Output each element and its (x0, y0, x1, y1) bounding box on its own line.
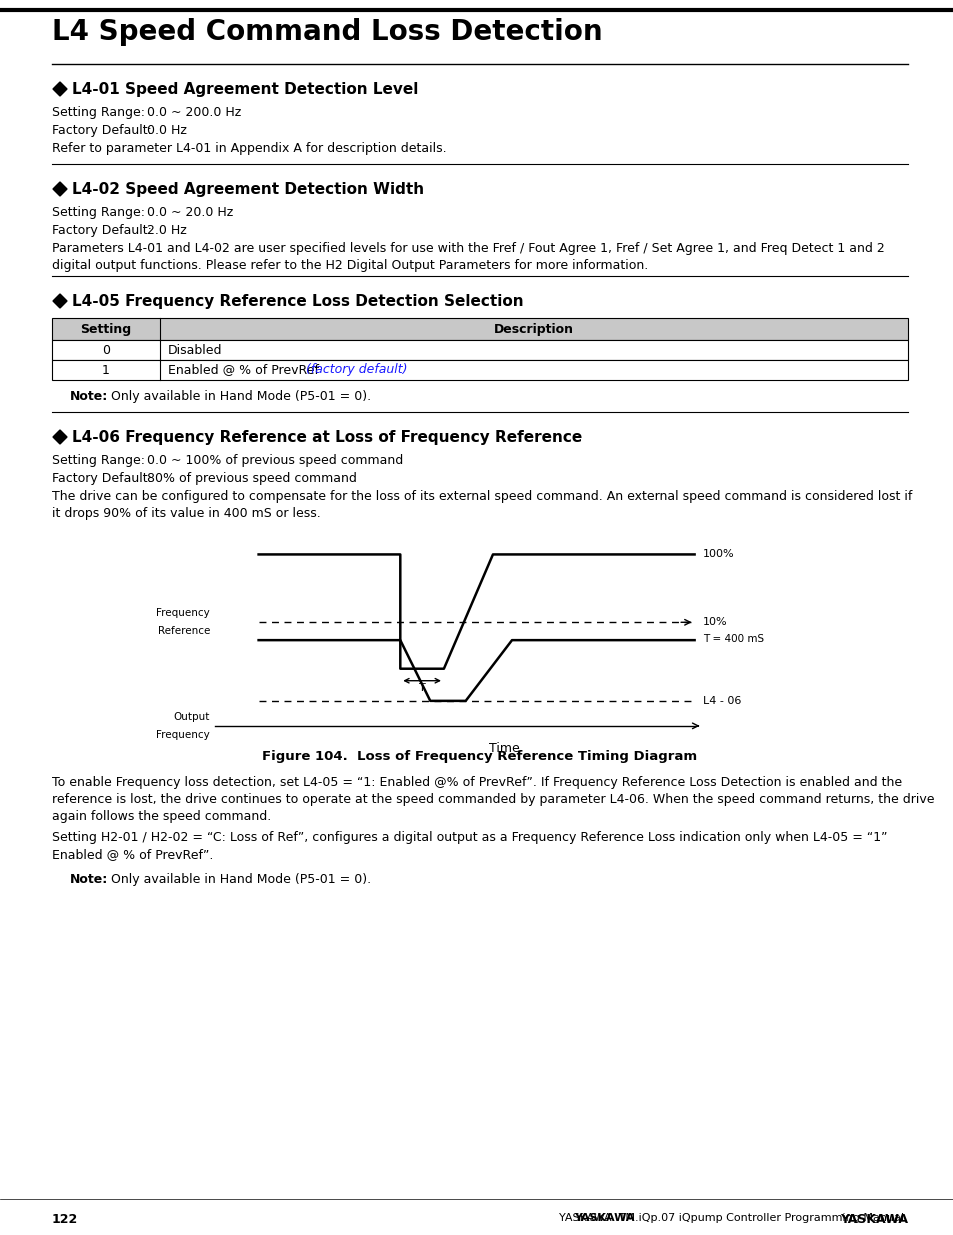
Text: Frequency: Frequency (156, 730, 210, 740)
Text: Setting Range:: Setting Range: (52, 106, 145, 119)
Text: 0.0 Hz: 0.0 Hz (147, 124, 187, 137)
Text: T = 400 mS: T = 400 mS (701, 635, 763, 645)
Text: Setting Range:: Setting Range: (52, 454, 145, 467)
Text: Factory Default:: Factory Default: (52, 472, 152, 485)
Text: 0.0 ~ 20.0 Hz: 0.0 ~ 20.0 Hz (147, 206, 233, 219)
Text: Factory Default:: Factory Default: (52, 124, 152, 137)
Text: Parameters L4-01 and L4-02 are user specified levels for use with the Fref / Fou: Parameters L4-01 and L4-02 are user spec… (52, 242, 883, 272)
Text: (factory default): (factory default) (306, 363, 407, 377)
Text: Reference: Reference (157, 626, 210, 636)
Text: Disabled: Disabled (168, 343, 222, 357)
Text: Description: Description (494, 322, 574, 336)
Text: YASKAWA: YASKAWA (574, 1213, 634, 1223)
Text: L4-02 Speed Agreement Detection Width: L4-02 Speed Agreement Detection Width (71, 182, 424, 198)
Text: 80% of previous speed command: 80% of previous speed command (147, 472, 356, 485)
Text: 2.0 Hz: 2.0 Hz (147, 224, 187, 237)
Text: Setting H2-01 / H2-02 = “C: Loss of Ref”, configures a digital output as a Frequ: Setting H2-01 / H2-02 = “C: Loss of Ref”… (52, 831, 886, 861)
Text: Only available in Hand Mode (P5-01 = 0).: Only available in Hand Mode (P5-01 = 0). (107, 873, 371, 885)
Text: To enable Frequency loss detection, set L4-05 = “1: Enabled @% of PrevRef”. If F: To enable Frequency loss detection, set … (52, 776, 934, 823)
Text: L4 Speed Command Loss Detection: L4 Speed Command Loss Detection (52, 19, 602, 46)
Text: 0: 0 (102, 343, 110, 357)
Text: 0.0 ~ 200.0 Hz: 0.0 ~ 200.0 Hz (147, 106, 241, 119)
Text: Note:: Note: (70, 873, 108, 885)
Text: L4-05 Frequency Reference Loss Detection Selection: L4-05 Frequency Reference Loss Detection… (71, 294, 523, 309)
Text: Only available in Hand Mode (P5-01 = 0).: Only available in Hand Mode (P5-01 = 0). (107, 390, 371, 403)
Text: Refer to parameter L4-01 in Appendix A for description details.: Refer to parameter L4-01 in Appendix A f… (52, 142, 446, 156)
Bar (52, 317, 907, 340)
Polygon shape (53, 182, 67, 196)
Text: L4-06 Frequency Reference at Loss of Frequency Reference: L4-06 Frequency Reference at Loss of Fre… (71, 430, 581, 445)
Polygon shape (53, 294, 67, 308)
Text: Setting: Setting (80, 322, 132, 336)
Polygon shape (53, 82, 67, 96)
Text: YASKAWA: YASKAWA (840, 1213, 907, 1226)
Text: Note:: Note: (70, 390, 108, 403)
Bar (52, 340, 907, 359)
Text: Setting Range:: Setting Range: (52, 206, 145, 219)
Text: YASKAWA  TM.iQp.07 iQpump Controller Programming Manual: YASKAWA TM.iQp.07 iQpump Controller Prog… (558, 1213, 903, 1223)
Text: Frequency: Frequency (156, 609, 210, 619)
Text: 10%: 10% (701, 618, 726, 627)
Polygon shape (53, 430, 67, 445)
Text: 122: 122 (52, 1213, 78, 1226)
Text: L4 - 06: L4 - 06 (701, 695, 740, 706)
Text: The drive can be configured to compensate for the loss of its external speed com: The drive can be configured to compensat… (52, 490, 911, 520)
Text: YASKAWA  TM.iQp.07 iQpump Controller Programming Manual: YASKAWA TM.iQp.07 iQpump Controller Prog… (562, 1213, 907, 1223)
Text: Enabled @ % of PrevRef: Enabled @ % of PrevRef (168, 363, 323, 377)
Text: T: T (418, 683, 425, 693)
Text: 0.0 ~ 100% of previous speed command: 0.0 ~ 100% of previous speed command (147, 454, 403, 467)
Text: 1: 1 (102, 363, 110, 377)
Text: Figure 104.  Loss of Frequency Reference Timing Diagram: Figure 104. Loss of Frequency Reference … (262, 750, 697, 763)
Bar (52, 359, 907, 380)
Text: Factory Default:: Factory Default: (52, 224, 152, 237)
Text: Output: Output (173, 711, 210, 721)
Text: L4-01 Speed Agreement Detection Level: L4-01 Speed Agreement Detection Level (71, 82, 418, 98)
Text: 100%: 100% (701, 550, 734, 559)
Text: Time: Time (489, 742, 519, 755)
